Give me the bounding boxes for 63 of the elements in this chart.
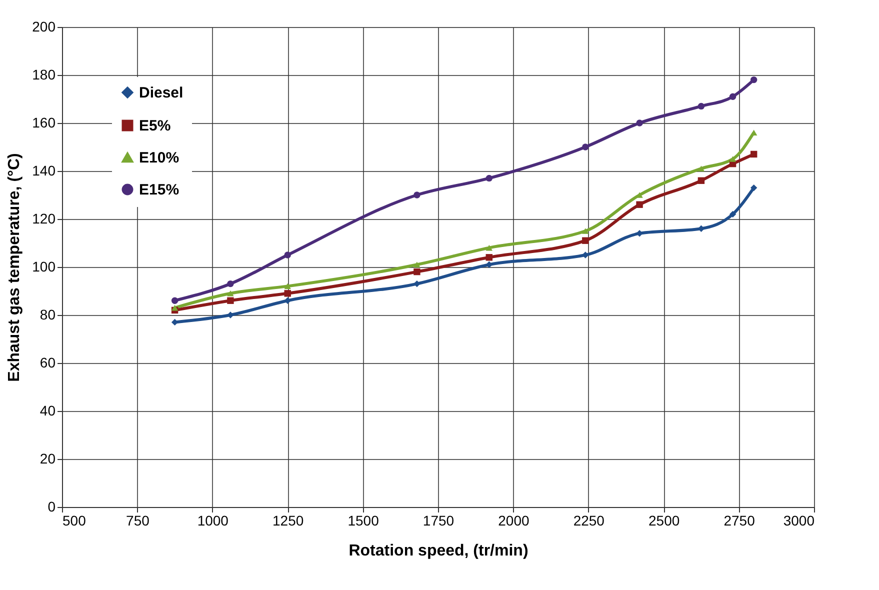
- y-tick-label: 180: [32, 66, 56, 82]
- point: [636, 230, 643, 237]
- point: [729, 210, 736, 218]
- point: [582, 237, 589, 244]
- point: [414, 280, 420, 288]
- point: [750, 76, 758, 84]
- y-tick-label: 40: [40, 402, 56, 418]
- point: [729, 156, 736, 162]
- y-tick-label: 140: [32, 162, 56, 178]
- x-tick-label: 2000: [498, 512, 530, 528]
- y-tick-label: 20: [40, 450, 56, 466]
- y-tick-label: 200: [32, 18, 56, 34]
- y-tick-label: 100: [32, 258, 56, 274]
- x-tick-label: 1250: [272, 512, 304, 528]
- x-axis-title: Rotation speed, (tr/min): [348, 542, 528, 560]
- point: [486, 174, 492, 182]
- x-tick-label: 500: [62, 512, 86, 528]
- legend-label: Diesel: [139, 84, 184, 102]
- point: [582, 252, 589, 258]
- x-tick-label: 3000: [783, 512, 815, 528]
- y-tick-label: 0: [48, 498, 56, 514]
- x-tick-label: 1500: [348, 512, 380, 528]
- point: [698, 166, 705, 172]
- point: [486, 254, 492, 261]
- y-tick-label: 80: [40, 306, 56, 322]
- point: [171, 297, 178, 304]
- legend-label: E10%: [139, 150, 180, 166]
- point: [698, 177, 705, 184]
- point: [750, 184, 758, 192]
- point: [227, 290, 234, 296]
- point: [582, 228, 589, 234]
- x-tick-label: 1000: [197, 512, 229, 528]
- point: [636, 201, 643, 208]
- legend-label: E5%: [139, 118, 171, 134]
- point: [284, 290, 291, 297]
- point: [414, 262, 420, 268]
- x-tick-label: 750: [126, 512, 150, 528]
- point: [284, 297, 291, 304]
- point: [486, 244, 492, 251]
- point: [414, 268, 420, 276]
- x-tick-label: 2750: [724, 512, 756, 528]
- point: [227, 297, 234, 304]
- x-tick-label: 2500: [648, 512, 680, 528]
- point: [414, 192, 420, 198]
- point: [227, 312, 234, 318]
- point: [750, 130, 758, 136]
- x-tick-label: 2250: [573, 512, 605, 528]
- point: [729, 93, 736, 100]
- y-tick-label: 60: [40, 354, 56, 370]
- y-tick-label: 120: [32, 210, 56, 226]
- point: [698, 102, 705, 110]
- legend-label: E15%: [139, 182, 180, 198]
- point: [284, 252, 291, 258]
- point: [636, 120, 643, 126]
- y-tick-label: 160: [32, 114, 56, 130]
- point: [486, 261, 492, 268]
- point: [171, 304, 178, 311]
- point: [750, 150, 758, 158]
- point: [582, 144, 589, 150]
- x-tick-label: 1750: [422, 512, 454, 528]
- point: [284, 283, 291, 290]
- point: [227, 280, 234, 288]
- y-axis-title: Exhaust gas temperature, (°C): [6, 153, 24, 382]
